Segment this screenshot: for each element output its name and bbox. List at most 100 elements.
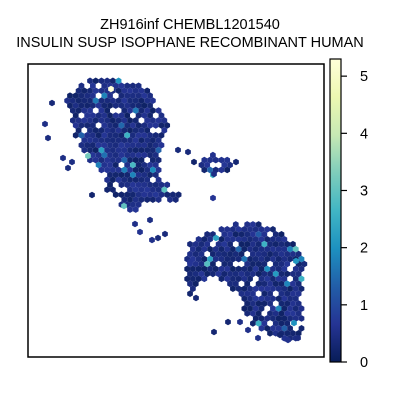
hexbin-cell [244, 270, 251, 278]
hexbin-cell [255, 231, 262, 238]
hexbin-cell [238, 270, 245, 278]
hexbin-cell [132, 156, 139, 164]
hexbin-cell [144, 107, 151, 114]
hexbin-cell [130, 82, 136, 90]
hexbin-cell [284, 320, 291, 327]
hexbin-cell [132, 136, 139, 144]
hexbin-cell [270, 245, 276, 253]
hexbin-cell [221, 231, 228, 238]
hexbin-cell [284, 330, 291, 337]
hexbin-cell [132, 107, 139, 114]
hexbin-cell [155, 146, 162, 154]
hexbin-cell [187, 240, 193, 248]
hexbin-cell [141, 181, 148, 189]
hexbin-cell [213, 234, 219, 242]
hexbin-cell [135, 92, 142, 99]
hexbin-cell [135, 191, 142, 198]
hexbin-cell [275, 275, 282, 283]
hexbin-cell [247, 255, 253, 263]
hexbin-cell [98, 87, 105, 95]
hexbin-cell [237, 318, 243, 326]
hexbin-cell [144, 127, 151, 134]
hexbin-cell [267, 250, 273, 258]
hexbin-cell [138, 136, 145, 144]
hexbin-cell [49, 99, 55, 107]
hexbin-cell [287, 255, 293, 263]
hexbin-cell [261, 231, 268, 238]
hexbin-cell [258, 245, 265, 253]
hexbin-cell [121, 97, 128, 104]
hexbin-cell [110, 166, 116, 174]
hexbin-cell [192, 250, 199, 258]
hexbin-cell [112, 151, 119, 159]
hexbin-cell [241, 235, 248, 243]
hexbin-cell [284, 280, 291, 288]
hexbin-cell [264, 275, 271, 283]
hexbin-cell [138, 127, 145, 134]
hexbin-cell [135, 122, 142, 129]
hexbin-cell [158, 122, 165, 129]
hexbin-cell [70, 97, 76, 104]
hexbin-cell [107, 92, 113, 99]
hexbin-cell [255, 240, 262, 248]
hexbin-cell [78, 92, 85, 99]
hexbin-cell [235, 235, 242, 243]
colorbar-tick-label: 4 [360, 126, 368, 142]
hexbin-cell [95, 161, 102, 169]
hexbin-cell [127, 127, 133, 134]
hexbin-cell [210, 270, 216, 278]
hexbin-cell [75, 127, 82, 134]
hexbin-cell [147, 191, 153, 198]
hexbin-cell [147, 216, 153, 224]
hexbin-cell [272, 280, 279, 288]
hexbin-cell [110, 176, 116, 184]
hexbin-cell [104, 136, 111, 144]
hexbin-cell [247, 305, 253, 312]
hexbin-cell [112, 122, 119, 129]
hexbin-cell [150, 136, 156, 144]
hexbin-cell [130, 181, 136, 189]
hexbin-cell [132, 127, 139, 134]
hexbin-cell [211, 328, 217, 336]
hexbin-cell [195, 275, 202, 283]
hexbin-cell [121, 117, 128, 124]
hexbin-cell [144, 136, 151, 144]
hexbin-cell [218, 156, 225, 164]
hexbin-cell [235, 265, 242, 273]
hexbin-cell [258, 305, 265, 312]
hexbin-cell [244, 240, 251, 248]
hexbin-cell [255, 260, 262, 268]
hexbin-cell [75, 97, 82, 104]
hexbin-cell [295, 310, 302, 317]
hexbin-cell [275, 295, 282, 302]
hexbin-cell [235, 245, 242, 253]
hexbin-cell [230, 285, 236, 293]
hexbin-cell [252, 305, 259, 312]
hexbin-cell [285, 336, 291, 344]
hexbin-cell [141, 92, 148, 99]
hexbin-cell [115, 87, 122, 95]
hexbin-cell [127, 107, 133, 114]
hexbin-cell [190, 245, 196, 253]
hexbin-cell [70, 107, 76, 114]
hexbin-cell [130, 92, 136, 99]
hexbin-cell [227, 270, 233, 278]
hexbin-cell [84, 132, 91, 139]
hexbin-cell [224, 166, 231, 174]
hexbin-cell [175, 191, 182, 198]
colorbar-tick-label: 3 [360, 183, 368, 199]
hexbin-cell [98, 97, 105, 104]
hexbin-cell [275, 325, 282, 332]
hexbin-cell [235, 255, 242, 263]
hexbin-cell [112, 102, 119, 109]
hexbin-cell [261, 280, 268, 288]
hexbin-cell [127, 156, 133, 164]
hexbin-cell [252, 255, 259, 263]
hexbin-cell [81, 146, 88, 154]
hexbin-cell [45, 134, 51, 142]
hexbin-cell [278, 290, 285, 297]
hexbin-cell [255, 320, 262, 327]
hexbin-cell [84, 92, 91, 99]
hexbin-cell [104, 176, 111, 184]
hexbin-cell [258, 285, 265, 293]
